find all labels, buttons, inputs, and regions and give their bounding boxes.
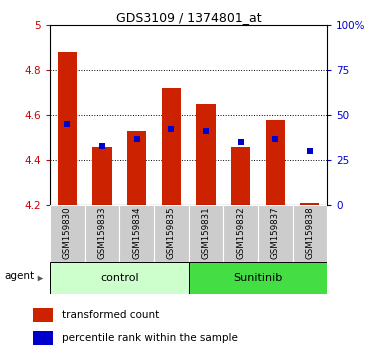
Bar [33,331,53,344]
Bar [266,120,285,205]
Text: GSM159835: GSM159835 [167,206,176,259]
Point [134,136,140,141]
Point [272,136,278,141]
Point [99,143,105,149]
Bar [223,205,258,262]
Text: GSM159837: GSM159837 [271,206,280,259]
Text: GSM159830: GSM159830 [63,206,72,259]
Bar [85,205,119,262]
Bar [300,203,320,205]
Text: Sunitinib: Sunitinib [233,273,283,283]
Bar [154,205,189,262]
Bar [189,205,223,262]
Bar [162,88,181,205]
Bar [127,131,146,205]
Text: transformed count: transformed count [62,310,159,320]
Point [307,148,313,154]
Bar [33,308,53,322]
Text: GSM159834: GSM159834 [132,206,141,259]
Text: GSM159833: GSM159833 [97,206,107,259]
Text: GSM159832: GSM159832 [236,206,245,259]
Text: control: control [100,273,139,283]
Point [238,139,244,145]
Bar [231,147,250,205]
Bar [189,262,327,294]
Bar [92,147,112,205]
Point [64,121,70,127]
Bar [119,205,154,262]
Text: GSM159831: GSM159831 [201,206,211,259]
Bar [196,104,216,205]
Bar [58,52,77,205]
Text: GSM159838: GSM159838 [305,206,315,259]
Bar [50,205,85,262]
Title: GDS3109 / 1374801_at: GDS3109 / 1374801_at [116,11,261,24]
Point [203,129,209,134]
Point [168,127,174,132]
Text: agent: agent [4,271,34,281]
Bar [293,205,327,262]
Bar [50,262,189,294]
Bar [258,205,293,262]
Text: percentile rank within the sample: percentile rank within the sample [62,332,238,343]
